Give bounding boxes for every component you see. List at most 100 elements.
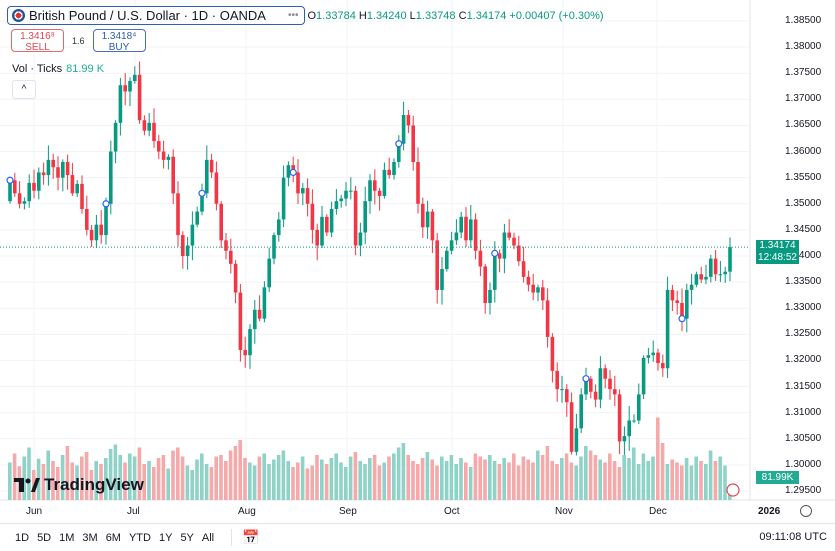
- event-marker-icon: [102, 200, 110, 208]
- volume-bar: [113, 444, 118, 500]
- volume-bar: [425, 452, 430, 500]
- candle-body: [329, 208, 334, 233]
- candle-body: [401, 114, 406, 144]
- candle-body: [109, 151, 113, 204]
- sell-button[interactable]: 1.3416⁸ SELL: [11, 29, 64, 53]
- candle-body: [185, 245, 190, 256]
- tradingview-logo[interactable]: TradingView: [14, 475, 144, 495]
- volume-bar: [233, 446, 238, 500]
- volume-bar: [166, 468, 170, 500]
- candle-body: [421, 203, 425, 228]
- time-tick: Dec: [649, 506, 667, 517]
- range-button-1d[interactable]: 1D: [15, 531, 30, 544]
- tradingview-logo-icon: [14, 478, 40, 492]
- candle-body: [728, 247, 732, 272]
- candle-body: [8, 180, 12, 202]
- candle-body: [113, 122, 118, 152]
- candle-body: [699, 274, 703, 280]
- time-tick: Sep: [339, 506, 357, 517]
- candle-body: [363, 201, 367, 233]
- candle-body: [718, 274, 723, 276]
- event-marker-icon: [6, 176, 14, 184]
- volume-bar: [569, 462, 574, 500]
- volume-bar: [272, 459, 276, 500]
- candle-body: [80, 183, 84, 209]
- candle-body: [209, 159, 214, 173]
- candle-body: [166, 156, 171, 160]
- clock-timezone[interactable]: 09:11:08 UTC: [759, 531, 827, 543]
- volume-bar: [329, 458, 334, 500]
- candle-body: [469, 219, 473, 241]
- symbol-legend: British Pound / U.S. Dollar · 1D · OANDA…: [7, 6, 604, 25]
- range-button-5d[interactable]: 5D: [37, 531, 52, 544]
- event-marker-icon: [395, 140, 403, 148]
- candle-body: [41, 172, 46, 176]
- volume-bar: [156, 458, 161, 500]
- volume-bar: [584, 446, 588, 500]
- candle-body: [454, 232, 459, 241]
- candle-body: [406, 114, 411, 126]
- candle-body: [651, 352, 655, 356]
- volume-bar: [387, 456, 391, 500]
- price-tick: 1.33500: [785, 276, 822, 288]
- volume-bar: [641, 453, 646, 500]
- candlestick-chart[interactable]: [0, 0, 835, 523]
- volume-bar: [291, 467, 295, 500]
- collapse-button[interactable]: ^: [12, 80, 36, 99]
- candle-body: [368, 180, 372, 202]
- event-marker-icon: [582, 375, 590, 383]
- range-button-ytd[interactable]: YTD: [128, 531, 151, 544]
- volume-bar: [416, 464, 420, 500]
- settings-gear-icon[interactable]: [800, 505, 812, 517]
- volume-bar: [353, 452, 358, 500]
- volume-bar: [545, 446, 550, 500]
- volume-bar: [598, 459, 602, 500]
- symbol-title: British Pound / U.S. Dollar · 1D · OANDA: [29, 8, 266, 23]
- time-tick: Jun: [26, 506, 43, 517]
- current-price-tag: 1.34174 12:48:52: [756, 240, 799, 264]
- volume-bar: [468, 467, 473, 500]
- gbp-usd-flag-icon: [12, 9, 25, 22]
- candle-body: [425, 211, 430, 228]
- candle-body: [555, 370, 559, 390]
- goto-date-calendar-icon[interactable]: 📅: [231, 529, 260, 546]
- volume-bar: [608, 453, 612, 500]
- volume-bar: [75, 465, 79, 500]
- candle-body: [190, 224, 195, 246]
- candle-body: [545, 300, 550, 337]
- volume-bar: [473, 453, 478, 500]
- range-button-1y[interactable]: 1Y: [158, 531, 173, 544]
- candle-body: [238, 292, 243, 350]
- candle-body: [459, 216, 463, 233]
- price-tick: 1.36500: [785, 119, 822, 131]
- range-button-5y[interactable]: 5Y: [180, 531, 194, 544]
- candle-body: [526, 276, 531, 285]
- symbol-selector[interactable]: British Pound / U.S. Dollar · 1D · OANDA…: [7, 6, 306, 25]
- more-icon[interactable]: •••: [287, 10, 299, 21]
- range-button-1m[interactable]: 1M: [59, 531, 75, 544]
- volume-bar: [708, 450, 713, 500]
- candle-body: [694, 274, 699, 285]
- volume-bar: [372, 455, 377, 500]
- volume-bar: [512, 453, 516, 500]
- candle-body: [358, 232, 363, 246]
- volume-bar: [550, 461, 554, 500]
- volume-bar: [70, 462, 74, 500]
- price-tick: 1.30500: [785, 432, 822, 444]
- candle-body: [661, 363, 665, 369]
- candle-body: [670, 289, 675, 301]
- range-button-all[interactable]: All: [201, 531, 215, 544]
- volume-bar: [334, 453, 338, 500]
- volume-bar: [574, 465, 578, 500]
- candle-body: [349, 190, 353, 192]
- volume-bar: [420, 458, 425, 500]
- volume-bar: [60, 455, 65, 500]
- range-button-3m[interactable]: 3M: [82, 531, 98, 544]
- buy-button[interactable]: 1.3418⁴ BUY: [92, 29, 146, 53]
- volume-bar: [651, 456, 655, 500]
- range-button-6m[interactable]: 6M: [105, 531, 121, 544]
- volume-bar: [507, 462, 511, 500]
- volume-bar: [310, 465, 314, 500]
- candle-body: [473, 219, 478, 251]
- volume-bar: [204, 464, 209, 500]
